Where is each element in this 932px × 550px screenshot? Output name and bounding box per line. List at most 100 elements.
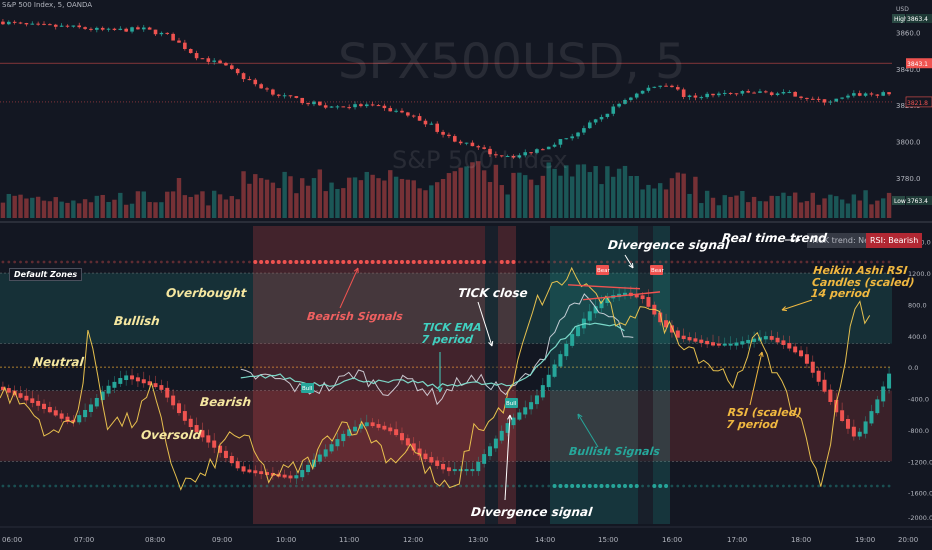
ha-candle	[687, 337, 692, 341]
bullish-dot	[142, 484, 146, 488]
bullish-dot	[711, 484, 715, 488]
ha-candle	[153, 383, 158, 388]
bearish-dot	[541, 260, 545, 264]
price-candle	[7, 21, 11, 25]
ha-candle	[869, 411, 874, 424]
bearish-dot	[195, 260, 198, 264]
volume-bar	[41, 200, 47, 218]
bearish-dot	[458, 260, 463, 264]
volume-bar	[388, 170, 393, 218]
bullish-dot	[805, 484, 809, 488]
price-candle	[406, 112, 410, 116]
time-tick-label: 20:00	[898, 536, 918, 544]
low-label: Low	[894, 198, 906, 205]
volume-bar	[258, 178, 264, 218]
bearish-dot	[594, 260, 598, 264]
bearish-dot	[694, 260, 697, 264]
volume-bar	[241, 171, 246, 218]
ha-candle	[42, 403, 47, 410]
volume-bar	[417, 188, 422, 218]
bearish-dot	[1, 260, 5, 264]
volume-bar	[247, 183, 252, 218]
price-candle	[734, 93, 739, 95]
price-candle	[171, 33, 175, 41]
osc-tick-label: -400.0	[908, 396, 929, 404]
default-zones-label[interactable]: Default Zones	[9, 268, 83, 281]
bullish-dot	[336, 484, 339, 488]
volume-bar	[182, 195, 188, 218]
bullish-dot	[517, 484, 521, 488]
bullish-dot	[48, 484, 52, 488]
price-candle	[230, 65, 234, 69]
bearish-dot	[405, 260, 410, 264]
bearish-dot	[611, 260, 615, 264]
volume-bar	[728, 196, 733, 218]
price-candle	[593, 119, 598, 123]
osc-tick-label: -1200.0	[908, 458, 932, 466]
bull-signal-tag	[301, 383, 314, 393]
bullish-dot	[770, 484, 774, 488]
bullish-dot	[42, 484, 46, 488]
ha-candle	[775, 337, 780, 343]
real-time-trend-annotation: Real time trend	[721, 231, 828, 245]
tick-close-annotation: TICK close	[457, 286, 529, 300]
divergence-bottom-arrow	[504, 414, 511, 501]
price-candle	[376, 105, 381, 107]
volume-bar	[188, 196, 193, 218]
price-candle	[705, 93, 709, 98]
price-candle	[846, 95, 850, 98]
bullish-dot	[782, 484, 785, 488]
bullish-dot	[523, 484, 527, 488]
ha-candle	[845, 419, 850, 429]
ha-candle	[740, 341, 745, 345]
bullish-dot	[647, 484, 650, 488]
osc-tick-label: 400.0	[908, 333, 927, 341]
bullish-dot	[746, 484, 750, 488]
price-candle	[458, 141, 463, 144]
bearish-dot	[329, 260, 334, 264]
ha-candle	[18, 393, 23, 398]
price-candle	[881, 92, 885, 96]
volume-bar	[18, 194, 23, 218]
bullish-dot	[641, 484, 644, 488]
volume-bar	[300, 178, 305, 218]
ha-candle	[71, 419, 76, 423]
price-candle	[183, 42, 187, 50]
ha-candle	[53, 410, 58, 416]
bullish-dot	[95, 484, 99, 488]
bullish-dot	[471, 484, 474, 488]
bullish-dot	[500, 484, 504, 488]
price-tick-label: 3780.0	[896, 175, 921, 183]
volume-bar	[593, 166, 598, 218]
ha-candle	[347, 429, 352, 436]
bearish-dot	[382, 260, 387, 264]
price-candle	[693, 95, 698, 98]
volume-bar	[352, 177, 358, 218]
bearish-dot	[729, 260, 733, 264]
time-tick-label: 19:00	[855, 536, 875, 544]
price-candle	[717, 93, 721, 96]
bullish-dot	[881, 484, 885, 488]
volume-bar	[153, 202, 158, 218]
bearish-dot	[54, 260, 58, 264]
bearish-dot	[66, 260, 69, 264]
bullish-dot	[189, 484, 193, 488]
bearish-dot	[159, 260, 163, 264]
bearish-dot	[118, 260, 122, 264]
price-candle	[781, 92, 786, 94]
bearish-dot	[670, 260, 674, 264]
volume-bar	[875, 200, 880, 218]
ha-candle	[88, 404, 93, 412]
price-candle	[799, 96, 803, 98]
volume-bar	[605, 166, 610, 218]
bear-tag-label: Bear	[651, 268, 665, 274]
ha-candle	[546, 374, 551, 388]
bullish-dot	[694, 484, 697, 488]
volume-bar	[693, 176, 698, 218]
ha-candle	[711, 342, 716, 346]
volume-bar	[270, 182, 276, 218]
price-candle	[83, 27, 87, 29]
rsi-scaled-annotation: RSI (scaled) 7 period	[725, 406, 803, 431]
bullish-dot	[506, 484, 510, 488]
